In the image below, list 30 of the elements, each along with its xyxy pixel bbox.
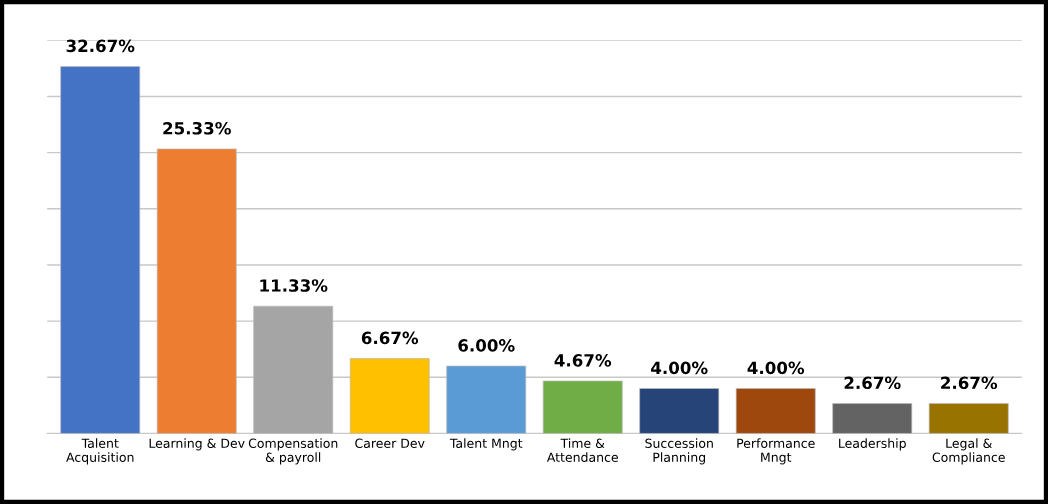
x-tick-label: Legal & Compliance [932, 438, 1005, 465]
bar [928, 403, 1009, 434]
x-tick-label: Career Dev [355, 438, 425, 448]
bar [639, 388, 720, 434]
data-label: 4.67% [554, 354, 612, 367]
x-tick-label: Leadership [839, 438, 906, 451]
data-label: 32.67% [66, 39, 135, 53]
bar [542, 380, 623, 434]
data-label: 25.33% [163, 121, 231, 135]
bar [446, 365, 527, 434]
data-label: 6.67% [361, 331, 419, 345]
x-tick-label: Compensation & payroll [248, 438, 338, 465]
x-tick-label: Talent Mngt [449, 438, 523, 451]
x-tick-label: Talent Acquisition [66, 438, 134, 465]
data-label: 2.67% [844, 376, 901, 390]
data-label: 4.00% [747, 361, 805, 375]
bar [735, 388, 816, 434]
data-label: 2.67% [941, 376, 998, 390]
x-tick-label: Succession Planning [645, 438, 713, 465]
data-label: 4.00% [651, 361, 708, 375]
bar [832, 403, 913, 434]
bar [60, 66, 141, 434]
data-label: 11.33% [260, 279, 328, 292]
x-tick-label: Learning & Dev [149, 438, 245, 451]
bar [156, 148, 237, 434]
x-tick-label: Performance Mngt [737, 438, 815, 465]
bar [349, 358, 430, 434]
bar [253, 305, 334, 434]
data-label: 6.00% [458, 339, 515, 352]
x-tick-label: Time & Attendance [546, 438, 618, 462]
